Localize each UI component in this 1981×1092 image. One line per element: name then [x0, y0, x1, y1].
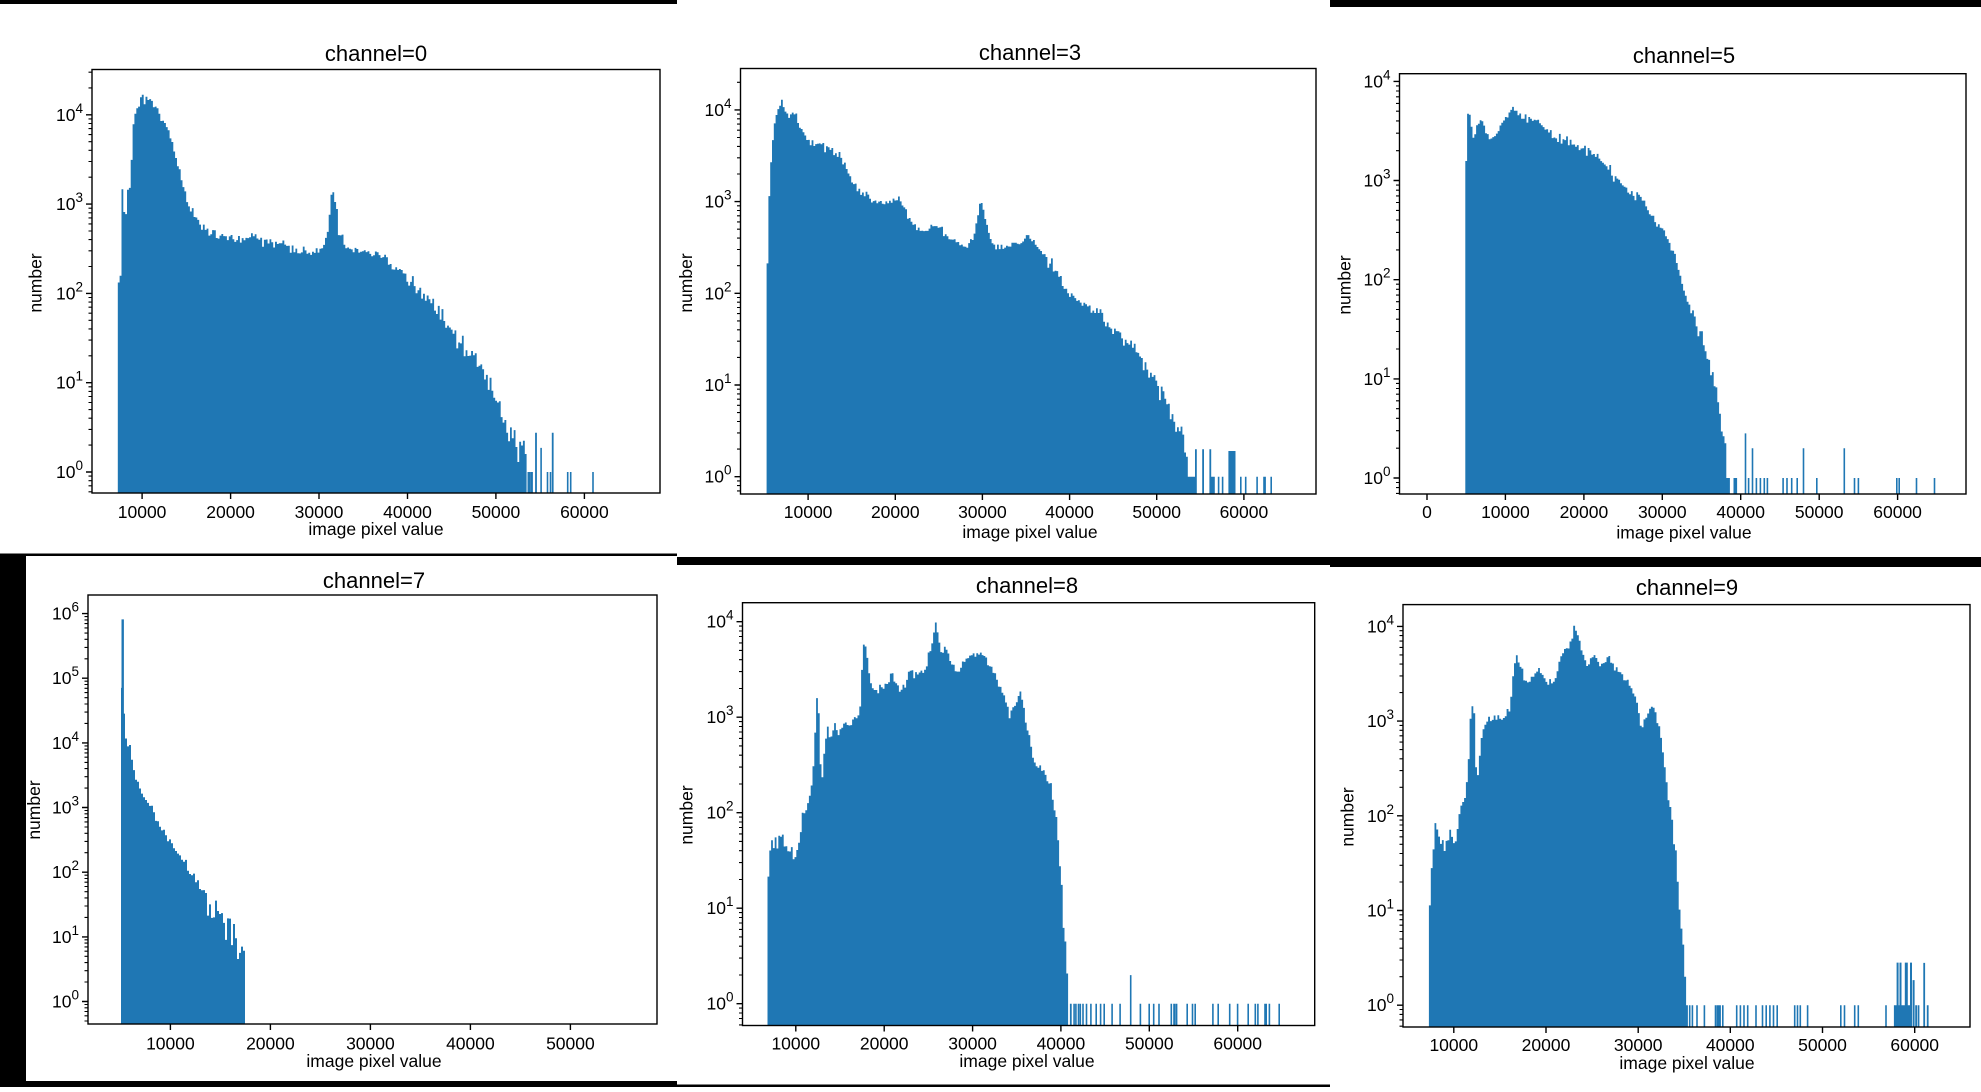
- svg-text:60000: 60000: [1213, 1034, 1262, 1054]
- svg-text:101: 101: [56, 369, 83, 393]
- svg-text:number: number: [676, 253, 696, 313]
- svg-text:50000: 50000: [546, 1034, 595, 1054]
- svg-text:10000: 10000: [146, 1034, 195, 1054]
- svg-text:40000: 40000: [1716, 502, 1765, 522]
- svg-text:20000: 20000: [860, 1034, 909, 1054]
- svg-text:20000: 20000: [246, 1034, 295, 1054]
- svg-text:channel=3: channel=3: [979, 40, 1081, 65]
- svg-text:60000: 60000: [1220, 502, 1269, 522]
- svg-text:40000: 40000: [1706, 1035, 1755, 1055]
- svg-text:channel=7: channel=7: [323, 568, 425, 593]
- svg-text:40000: 40000: [1045, 502, 1094, 522]
- svg-text:number: number: [1338, 787, 1358, 847]
- svg-text:channel=5: channel=5: [1633, 43, 1735, 68]
- svg-text:50000: 50000: [1795, 502, 1844, 522]
- svg-text:30000: 30000: [948, 1034, 997, 1054]
- svg-text:0: 0: [1422, 502, 1432, 522]
- svg-text:60000: 60000: [1890, 1035, 1939, 1055]
- svg-text:40000: 40000: [1037, 1034, 1086, 1054]
- svg-text:20000: 20000: [1560, 502, 1609, 522]
- svg-text:40000: 40000: [446, 1034, 495, 1054]
- svg-text:60000: 60000: [560, 502, 609, 522]
- svg-text:10000: 10000: [1429, 1035, 1478, 1055]
- svg-text:channel=9: channel=9: [1636, 575, 1738, 600]
- svg-text:image pixel value: image pixel value: [962, 522, 1097, 542]
- svg-text:10000: 10000: [118, 502, 167, 522]
- svg-text:50000: 50000: [1798, 1035, 1847, 1055]
- svg-text:10000: 10000: [771, 1034, 820, 1054]
- svg-text:30000: 30000: [346, 1034, 395, 1054]
- svg-text:image pixel value: image pixel value: [306, 1051, 441, 1071]
- svg-text:channel=8: channel=8: [976, 573, 1078, 598]
- svg-text:image pixel value: image pixel value: [959, 1051, 1094, 1071]
- svg-text:20000: 20000: [871, 502, 920, 522]
- svg-text:20000: 20000: [1522, 1035, 1571, 1055]
- svg-text:30000: 30000: [958, 502, 1007, 522]
- svg-text:30000: 30000: [1638, 502, 1687, 522]
- svg-text:image pixel value: image pixel value: [308, 519, 443, 539]
- svg-text:channel=0: channel=0: [325, 41, 427, 66]
- svg-text:20000: 20000: [206, 502, 255, 522]
- svg-text:image pixel value: image pixel value: [1616, 523, 1751, 543]
- svg-text:30000: 30000: [1614, 1035, 1663, 1055]
- svg-text:image pixel value: image pixel value: [1619, 1053, 1754, 1073]
- svg-text:number: number: [26, 253, 46, 313]
- svg-text:40000: 40000: [383, 502, 432, 522]
- svg-text:104: 104: [707, 608, 734, 632]
- svg-text:50000: 50000: [1125, 1034, 1174, 1054]
- svg-text:10000: 10000: [784, 502, 833, 522]
- svg-text:60000: 60000: [1873, 502, 1922, 522]
- svg-text:50000: 50000: [472, 502, 521, 522]
- svg-text:50000: 50000: [1132, 502, 1181, 522]
- svg-text:number: number: [677, 785, 697, 845]
- svg-text:10000: 10000: [1481, 502, 1530, 522]
- svg-text:30000: 30000: [295, 502, 344, 522]
- svg-text:number: number: [1335, 255, 1355, 315]
- svg-text:number: number: [24, 780, 44, 840]
